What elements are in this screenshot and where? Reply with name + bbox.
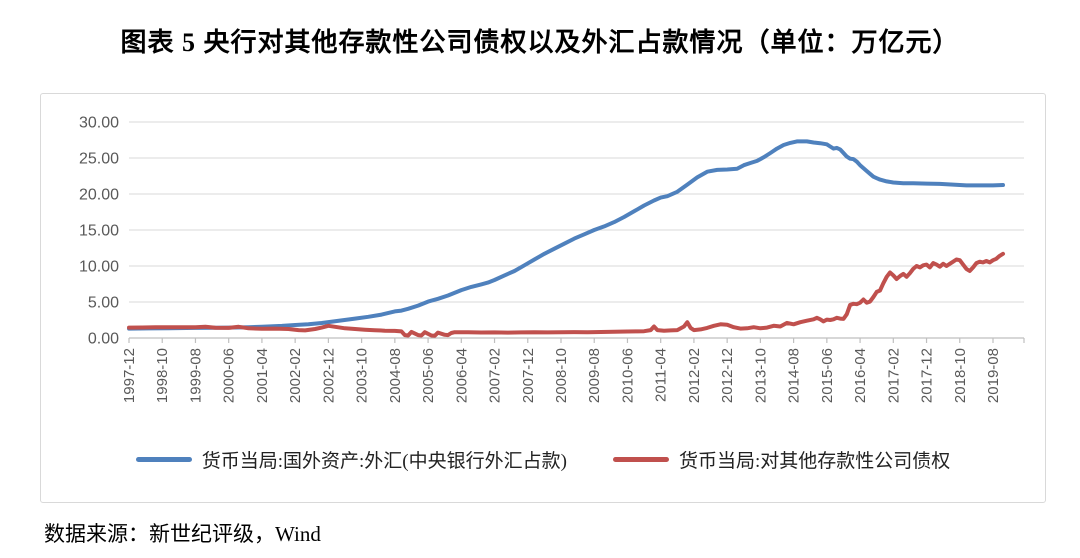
- x-axis-tick-label: 2017-02: [885, 348, 902, 403]
- x-axis-tick-label: 2012-02: [686, 348, 703, 403]
- legend: 货币当局:国外资产:外汇(中央银行外汇占款) 货币当局:对其他存款性公司债权: [41, 446, 1045, 473]
- series-line-0: [127, 139, 1005, 331]
- x-axis-tick-label: 2012-12: [719, 348, 736, 403]
- legend-label-fx: 货币当局:国外资产:外汇(中央银行外汇占款): [201, 451, 567, 472]
- x-axis-tick-label: 2013-10: [752, 348, 769, 403]
- x-axis-tick-label: 2017-12: [919, 348, 936, 403]
- legend-item-claims: 货币当局:对其他存款性公司债权: [612, 446, 951, 473]
- legend-item-fx: 货币当局:国外资产:外汇(中央银行外汇占款): [135, 446, 567, 473]
- x-axis-tick-label: 2002-12: [320, 348, 337, 403]
- x-axis-tick-label: 2010-06: [619, 348, 636, 403]
- x-axis-tick-label: 2004-08: [387, 348, 404, 403]
- x-axis-tick-label: 2019-08: [985, 348, 1002, 403]
- legend-label-claims: 货币当局:对其他存款性公司债权: [678, 451, 951, 472]
- x-axis-tick-label: 1997-12: [121, 348, 138, 403]
- x-axis-tick-label: 2018-10: [952, 348, 969, 403]
- y-axis-tick-label: 10.00: [79, 259, 119, 276]
- x-axis-tick-label: 2008-10: [553, 348, 570, 403]
- x-axis-tick-label: 2007-02: [487, 348, 504, 403]
- x-axis-tick-label: 2001-04: [254, 348, 271, 403]
- x-axis-tick-label: 1999-08: [187, 348, 204, 403]
- source-note: 数据来源：新世纪评级，Wind: [44, 522, 321, 546]
- x-axis-tick-label: 2015-06: [819, 348, 836, 403]
- x-axis-tick-label: 2005-06: [420, 348, 437, 403]
- series-line-1: [127, 251, 1005, 338]
- legend-line-red-icon: [612, 457, 669, 462]
- y-axis-tick-label: 5.00: [88, 295, 119, 312]
- y-axis-tick-label: 25.00: [79, 151, 119, 168]
- x-axis-tick-label: 2002-02: [287, 348, 304, 403]
- plot-area: 0.00 5.00 10.00 15.00 20.00 25.00 30.00 1997-12…: [79, 115, 1025, 403]
- y-axis-tick-label: 20.00: [79, 187, 119, 204]
- x-axis-tick-label: 2000-06: [221, 348, 238, 403]
- y-axis-tick-label: 15.00: [79, 223, 119, 240]
- x-axis-tick-label: 2011-04: [653, 348, 670, 402]
- y-axis-tick-label: 0.00: [88, 331, 119, 348]
- x-axis-tick-label: 2003-10: [354, 348, 371, 403]
- x-axis-tick-label: 2006-04: [453, 348, 470, 403]
- x-axis-tick-label: 2014-08: [786, 348, 803, 403]
- x-axis-tick-label: 1998-10: [154, 348, 171, 403]
- legend-line-blue-icon: [135, 457, 192, 462]
- chart-frame: 0.00 5.00 10.00 15.00 20.00 25.00 30.00 1997-12…: [40, 93, 1046, 503]
- x-axis-tick-label: 2016-04: [852, 348, 869, 403]
- x-axis-tick-label: 2009-08: [586, 348, 603, 403]
- chart-title: 图表 5 央行对其他存款性公司债权以及外汇占款情况（单位：万亿元）: [120, 28, 960, 57]
- x-axis-tick-label: 2007-12: [520, 348, 537, 403]
- y-axis-tick-label: 30.00: [79, 115, 119, 132]
